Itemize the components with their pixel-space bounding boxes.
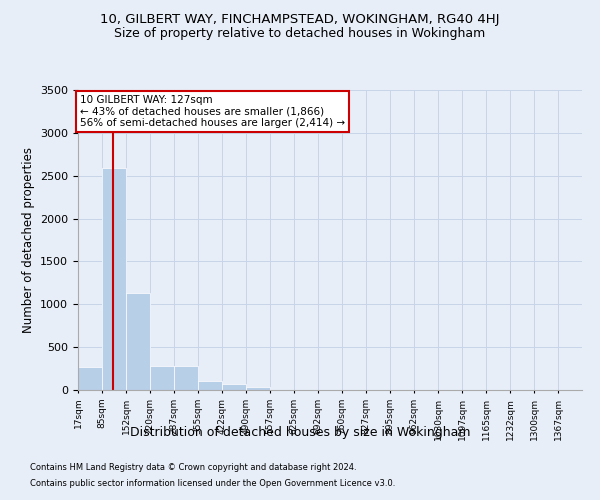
Text: Size of property relative to detached houses in Wokingham: Size of property relative to detached ho…	[115, 28, 485, 40]
Text: Distribution of detached houses by size in Wokingham: Distribution of detached houses by size …	[130, 426, 470, 439]
Bar	[150, 366, 174, 390]
Bar	[102, 168, 126, 390]
Bar	[174, 366, 198, 390]
Text: Contains HM Land Registry data © Crown copyright and database right 2024.: Contains HM Land Registry data © Crown c…	[30, 464, 356, 472]
Bar	[78, 367, 102, 390]
Text: 10, GILBERT WAY, FINCHAMPSTEAD, WOKINGHAM, RG40 4HJ: 10, GILBERT WAY, FINCHAMPSTEAD, WOKINGHA…	[100, 12, 500, 26]
Text: Contains public sector information licensed under the Open Government Licence v3: Contains public sector information licen…	[30, 478, 395, 488]
Bar	[198, 382, 222, 390]
Bar	[246, 386, 270, 390]
Bar	[126, 293, 150, 390]
Bar	[222, 384, 246, 390]
Text: 10 GILBERT WAY: 127sqm
← 43% of detached houses are smaller (1,866)
56% of semi-: 10 GILBERT WAY: 127sqm ← 43% of detached…	[80, 95, 345, 128]
Y-axis label: Number of detached properties: Number of detached properties	[22, 147, 35, 333]
